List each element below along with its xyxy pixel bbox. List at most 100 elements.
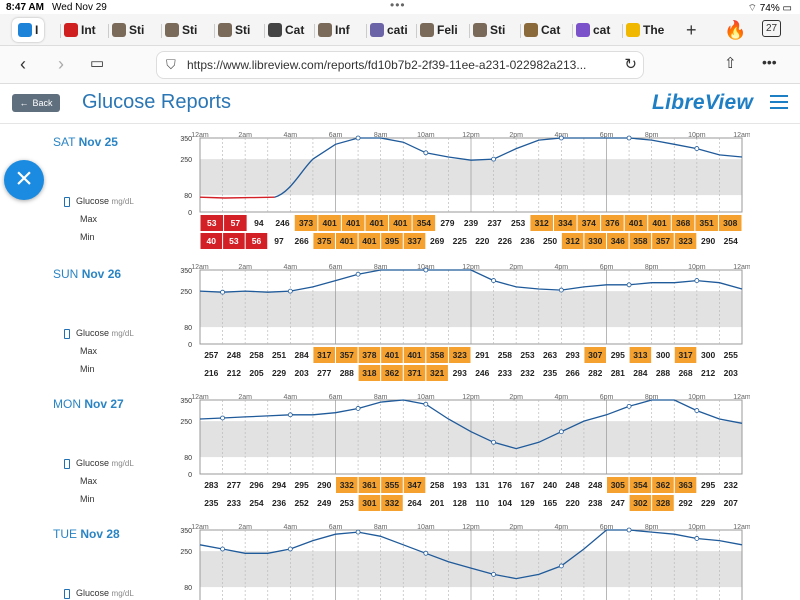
scan-point [626, 135, 632, 141]
value-highlight [561, 233, 584, 249]
browser-tab[interactable]: Inf [318, 18, 350, 42]
min-value: 212 [227, 368, 241, 378]
browser-tab[interactable]: Feli [420, 18, 458, 42]
value-highlight [358, 365, 381, 381]
scan-point [491, 572, 496, 577]
browser-tab[interactable]: Sti [165, 18, 197, 42]
min-value: 293 [453, 368, 467, 378]
browser-tab[interactable]: Sti [218, 18, 250, 42]
min-value: 165 [543, 498, 557, 508]
time-tick-label: 10pm [688, 132, 706, 139]
ca-icon [370, 23, 384, 37]
day-date: Nov 25 [78, 135, 118, 149]
y-tick-label: 80 [184, 455, 192, 462]
max-value: 283 [204, 480, 218, 490]
min-row-label: Min [80, 494, 95, 504]
back-button[interactable]: ← Back [12, 94, 60, 112]
time-tick-label: 12am [733, 394, 750, 401]
share-icon[interactable]: ⇧ [724, 55, 737, 72]
min-value: 253 [340, 498, 354, 508]
value-highlight [412, 215, 436, 231]
scan-point [626, 403, 632, 409]
close-fab-button[interactable]: × [4, 160, 44, 200]
time-tick-label: 2pm [509, 524, 523, 531]
tab-label: Sti [235, 23, 251, 37]
min-value: 254 [724, 236, 738, 246]
multitask-dots[interactable]: ••• [390, 0, 406, 12]
min-value: 207 [724, 498, 738, 508]
browser-tab[interactable]: Cat [524, 18, 560, 42]
max-value: 94 [254, 218, 264, 228]
min-value: 266 [295, 236, 309, 246]
time-tick-label: 12am [733, 132, 750, 139]
bolt-icon [626, 23, 640, 37]
value-highlight [336, 233, 358, 249]
browser-tab[interactable]: Int [64, 18, 96, 42]
value-highlight [358, 233, 381, 249]
day-label: SUN Nov 26 [53, 267, 121, 281]
url-text: https://www.libreview.com/reports/fd10b7… [187, 58, 587, 72]
y-tick-label: 350 [180, 268, 192, 275]
reader-book-icon[interactable]: ▭ [90, 55, 105, 72]
glucose-day-chart: 12am 2am 4am 6am 8am 10am 12pm 2pm 4pm 6pm 8pm 10pm… [180, 524, 750, 600]
glucose-unit: mg/dL [111, 459, 134, 468]
value-highlight [674, 347, 697, 363]
url-bar[interactable]: ⛉ https://www.libreview.com/reports/fd10… [156, 51, 644, 79]
browser-tab[interactable]: Sti [112, 18, 144, 42]
max-value: 258 [498, 350, 512, 360]
min-value: 401 [362, 236, 376, 246]
arrow-left-icon: ← [19, 98, 29, 108]
min-value: 40 [207, 236, 217, 246]
scan-point [558, 287, 564, 293]
glucose-unit: mg/dL [111, 589, 134, 598]
value-highlight [674, 233, 697, 249]
min-row-label: Min [80, 232, 95, 242]
tab-count-button[interactable]: 27 [762, 20, 782, 37]
value-highlight [341, 215, 365, 231]
max-value: 57 [231, 218, 241, 228]
max-value: 258 [249, 350, 263, 360]
min-value: 53 [229, 236, 239, 246]
min-value: 323 [678, 236, 692, 246]
forward-arrow-icon[interactable]: › [58, 54, 64, 74]
new-tab-icon[interactable]: + [686, 20, 697, 40]
browser-tab[interactable]: I [12, 18, 45, 42]
scan-point [287, 288, 293, 294]
day-of-week: MON [53, 397, 81, 411]
value-highlight [403, 347, 426, 363]
scan-point [355, 529, 361, 535]
more-menu-icon[interactable]: ••• [762, 54, 777, 70]
glucose-label: Glucose mg/dL [64, 196, 134, 207]
time-tick-label: 10am [417, 264, 435, 271]
time-tick-label: 2am [238, 394, 252, 401]
fire-icon[interactable]: 🔥 [724, 20, 747, 40]
back-arrow-icon[interactable]: ‹ [20, 54, 26, 74]
browser-tab[interactable]: cat [576, 18, 610, 42]
browser-tab[interactable]: cati [370, 18, 408, 42]
value-highlight [695, 215, 718, 231]
hamburger-menu-icon[interactable] [770, 95, 788, 109]
browser-tab[interactable]: Sti [473, 18, 505, 42]
glucose-unit: mg/dL [111, 329, 134, 338]
scan-point [220, 546, 225, 552]
max-value: 293 [566, 350, 580, 360]
max-value: 351 [700, 218, 714, 228]
time-tick-label: 6pm [600, 524, 614, 531]
tab-label: The [643, 23, 665, 37]
glucose-text: Glucose [76, 588, 110, 598]
max-value: 347 [407, 480, 421, 490]
min-value: 264 [407, 498, 421, 508]
value-highlight [530, 215, 553, 231]
tab-label: Sti [490, 23, 506, 37]
min-value: 292 [678, 498, 692, 508]
max-value: 253 [520, 350, 534, 360]
min-value: 212 [701, 368, 715, 378]
browser-tab[interactable]: Cat [268, 18, 304, 42]
reload-icon[interactable]: ↻ [620, 52, 637, 78]
browser-tab[interactable]: The [626, 18, 664, 42]
max-value: 279 [440, 218, 454, 228]
cat-face-icon [524, 23, 538, 37]
min-value: 284 [633, 368, 647, 378]
value-highlight [381, 477, 403, 493]
min-value: 235 [543, 368, 557, 378]
